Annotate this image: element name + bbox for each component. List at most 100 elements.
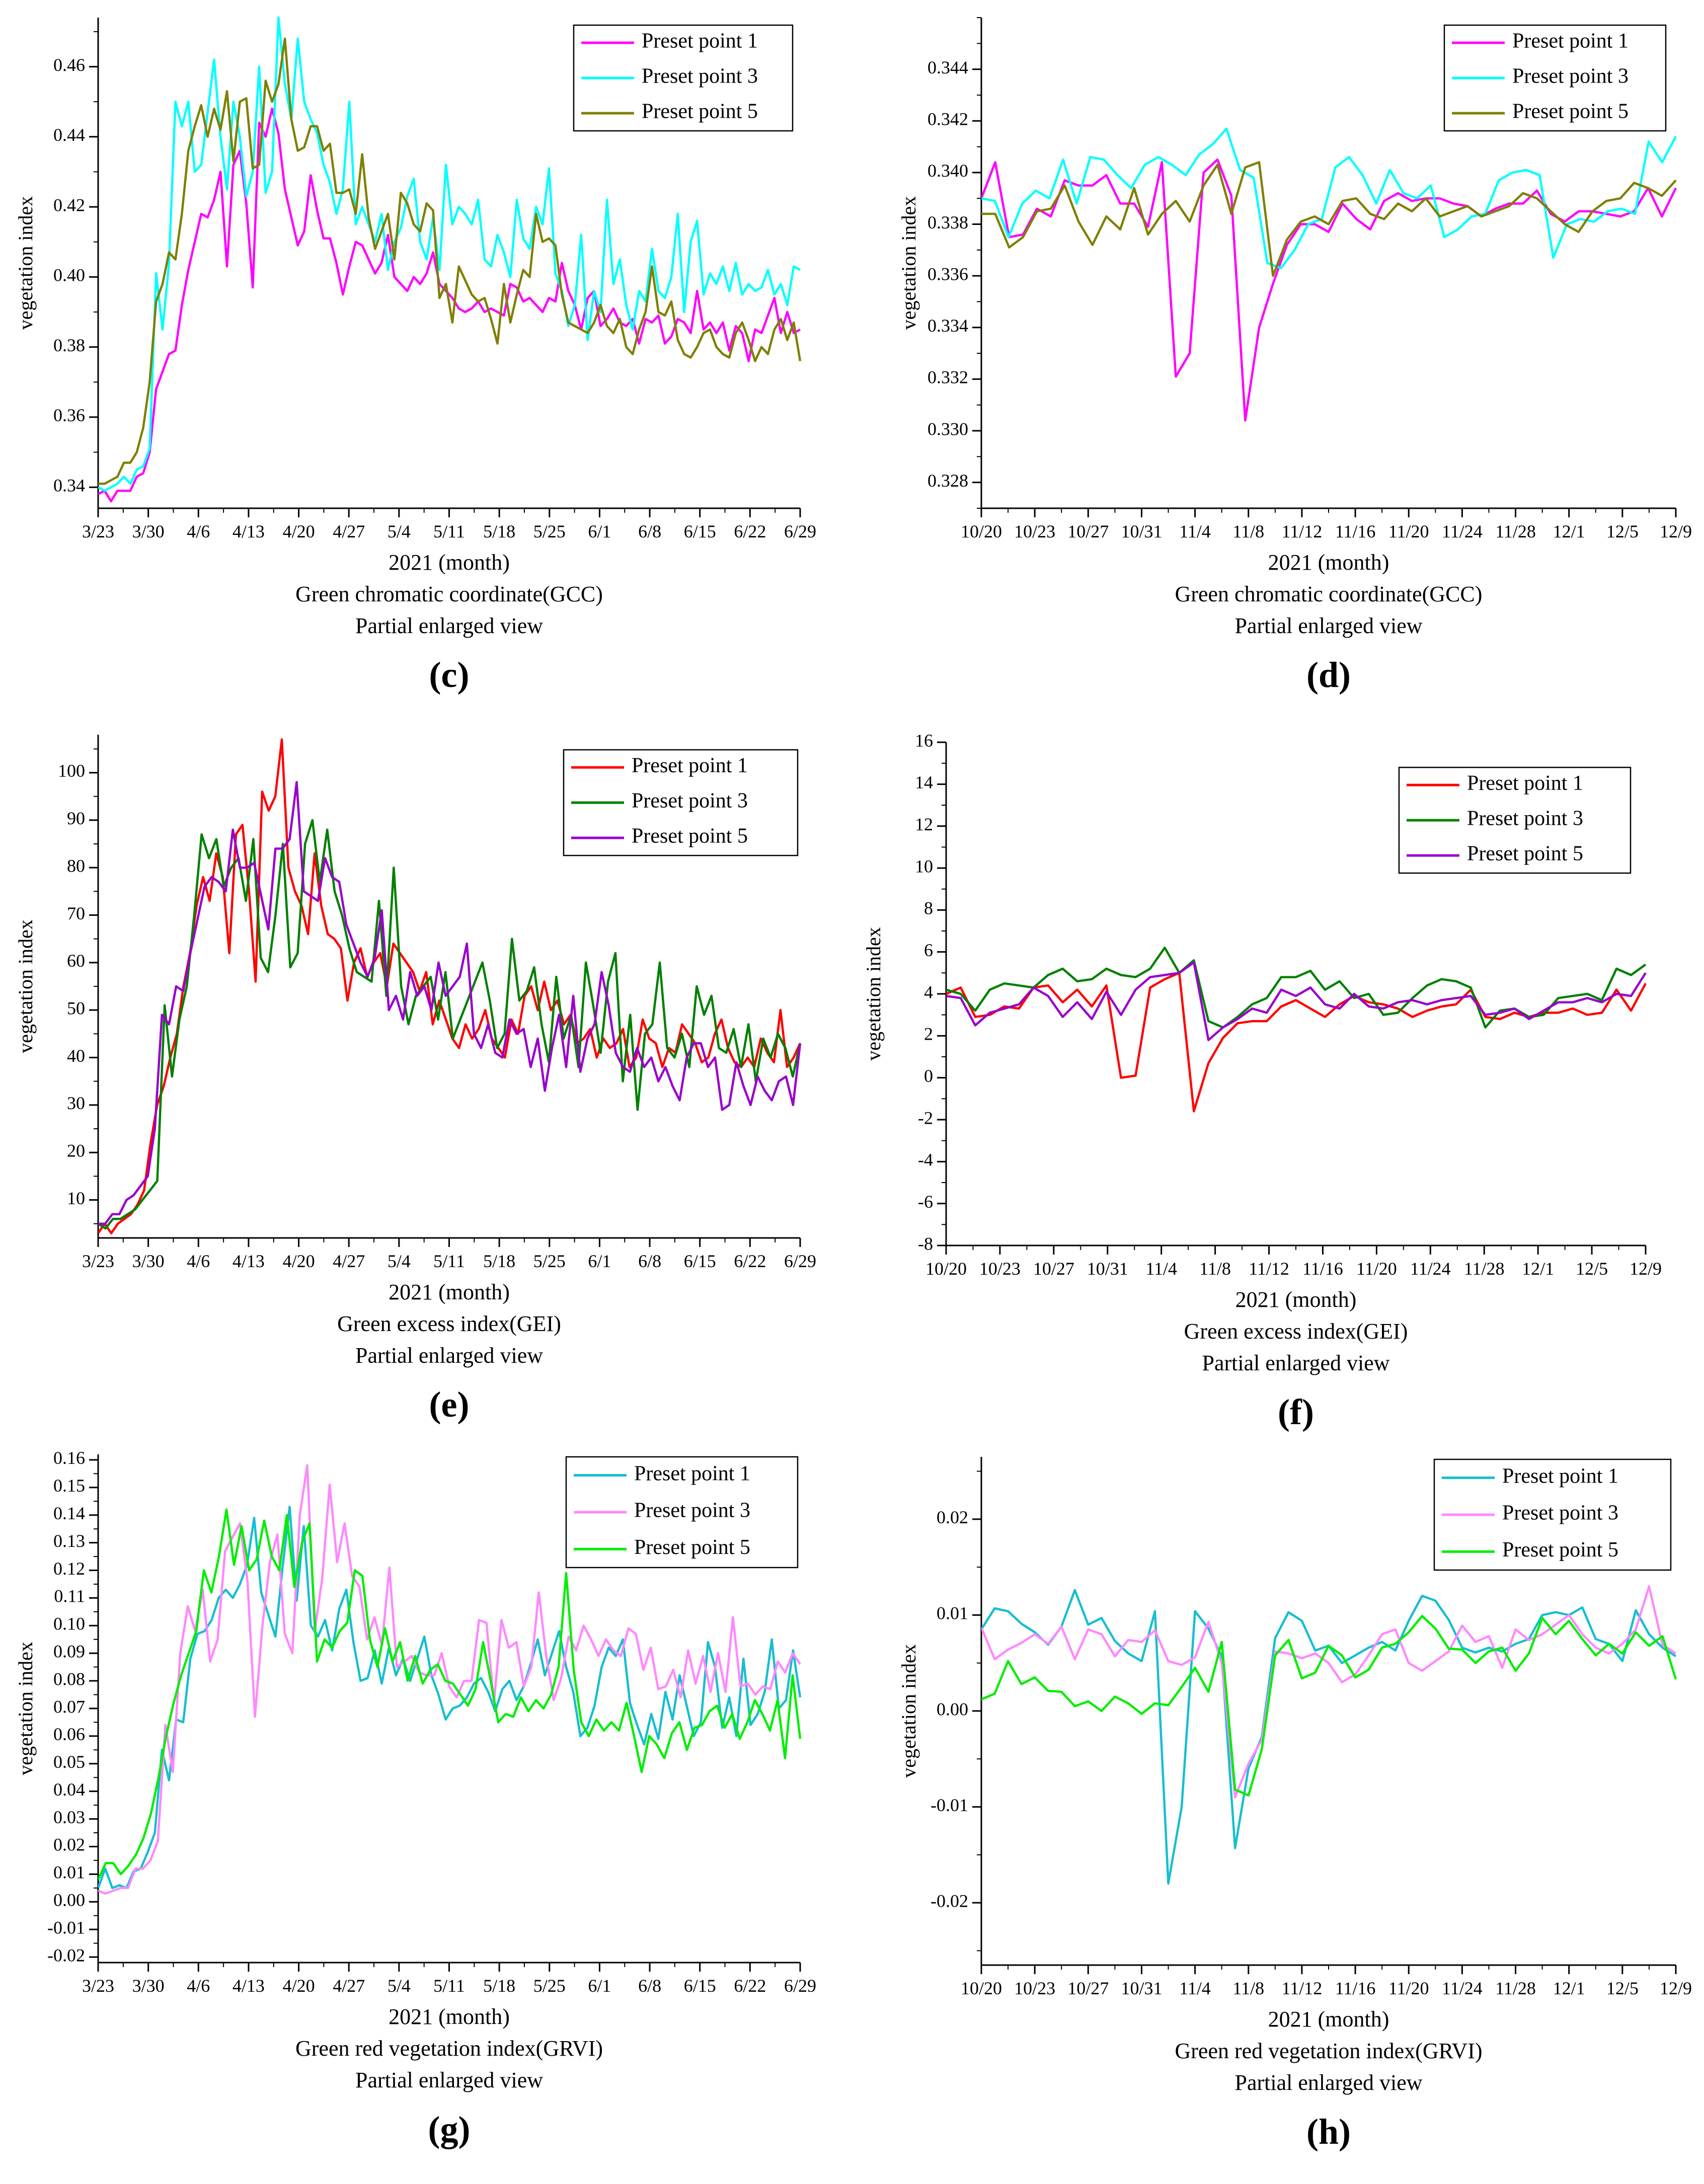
- panel-label: (h): [1306, 2112, 1351, 2152]
- x-tick-label: 5/11: [433, 1976, 465, 1996]
- y-tick-label: 12: [915, 814, 933, 834]
- y-tick-label: -2: [918, 1108, 933, 1128]
- caption-index-name: Green chromatic coordinate(GCC): [1175, 582, 1483, 606]
- y-axis-title: vegetation index: [14, 1642, 37, 1775]
- x-tick-label: 12/9: [1630, 1259, 1662, 1279]
- y-tick-label: 0.12: [53, 1558, 85, 1579]
- x-tick-label: 11/12: [1282, 1978, 1323, 1998]
- y-tick-label: 0.02: [937, 1507, 968, 1527]
- x-tick-label: 5/18: [483, 1976, 515, 1996]
- x-tick-label: 6/15: [684, 1251, 716, 1271]
- x-tick-label: 4/20: [283, 521, 315, 541]
- x-tick-label: 11/16: [1335, 521, 1376, 541]
- series-line-2: [98, 16, 801, 492]
- legend: Preset point 1 Preset point 3 Preset point…: [1443, 24, 1667, 132]
- caption-index-name: Green red vegetation index(GRVI): [295, 2036, 603, 2061]
- y-tick-label: 8: [924, 898, 933, 918]
- x-tick-label: 6/1: [588, 521, 611, 541]
- legend-label: Preset point 3: [634, 1499, 750, 1522]
- legend-label: Preset point 5: [1512, 100, 1629, 123]
- x-tick-label: 6/8: [638, 1976, 661, 1996]
- y-tick-label: 0.11: [54, 1586, 85, 1606]
- caption-view: Partial enlarged view: [1234, 613, 1422, 638]
- series-line-1: [98, 1506, 802, 1890]
- x-tick-label: 5/18: [483, 521, 515, 541]
- y-tick-label: 0.332: [927, 367, 968, 387]
- series-line-3: [98, 1508, 802, 1881]
- x-tick-label: 6/29: [784, 521, 816, 541]
- series-line-3: [981, 161, 1677, 277]
- series-line-2: [981, 127, 1677, 270]
- x-tick-label: 12/5: [1576, 1259, 1608, 1279]
- x-tick-label: 4/6: [187, 1976, 210, 1996]
- y-tick-label: 16: [915, 730, 933, 750]
- series-line-2: [98, 819, 802, 1230]
- y-tick-label: -0.01: [47, 1917, 85, 1937]
- x-tick-label: 10/31: [1087, 1259, 1128, 1279]
- x-tick-label: 11/8: [1232, 1978, 1264, 1998]
- x-tick-label: 12/5: [1606, 1978, 1639, 1998]
- legend-label: Preset point 3: [632, 790, 748, 813]
- caption-view: Partial enlarged view: [1202, 1351, 1389, 1375]
- x-tick-label: 6/8: [638, 521, 661, 541]
- x-tick-label: 5/11: [433, 521, 465, 541]
- panel-h: -0.02 -0.01 0.00 0.01 0.02 10/20 10/23 10/27 10/…: [897, 1457, 1692, 2152]
- y-tick-label: 0.00: [937, 1699, 968, 1719]
- x-axis-title: 2021 (month): [389, 550, 510, 575]
- legend: Preset point 1 Preset point 3 Preset point…: [1398, 766, 1632, 874]
- legend-label: Preset point 1: [642, 30, 758, 53]
- y-tick-label: 0.334: [927, 316, 968, 336]
- y-tick-label: 0.13: [53, 1531, 85, 1551]
- x-tick-label: 11/24: [1410, 1259, 1451, 1279]
- x-tick-label: 12/1: [1522, 1259, 1554, 1279]
- x-tick-label: 10/27: [1067, 521, 1109, 541]
- x-tick-label: 10/23: [1014, 521, 1055, 541]
- series-line-2: [946, 947, 1647, 1029]
- panel-g: -0.02 -0.01 0.00 0.01 0.02 0.03 0.04 0.05 0.06 0.…: [14, 1448, 816, 2149]
- y-tick-label: 0.330: [927, 419, 968, 439]
- x-tick-label: 5/4: [388, 521, 411, 541]
- y-tick-label: 0.344: [927, 57, 968, 77]
- x-tick-label: 11/28: [1495, 1978, 1536, 1998]
- legend-label: Preset point 1: [1512, 30, 1629, 53]
- y-tick-label: 0.01: [53, 1862, 85, 1883]
- series-line-3: [98, 781, 802, 1225]
- y-tick-label: -0.02: [931, 1891, 968, 1911]
- y-axis-title: vegetation index: [897, 1644, 920, 1777]
- x-tick-label: 3/30: [132, 1251, 165, 1271]
- x-tick-label: 12/1: [1553, 521, 1585, 541]
- x-axis-title: 2021 (month): [389, 2004, 510, 2029]
- y-tick-label: 0.10: [53, 1614, 85, 1634]
- y-tick-label: 50: [67, 998, 85, 1018]
- x-tick-label: 4/6: [187, 521, 210, 541]
- legend-label: Preset point 5: [642, 100, 758, 123]
- x-tick-label: 3/23: [82, 521, 114, 541]
- y-tick-label: 0.46: [53, 55, 85, 75]
- x-tick-label: 4/27: [333, 521, 365, 541]
- series-line-1: [946, 972, 1647, 1113]
- y-tick-label: 14: [915, 772, 933, 793]
- x-tick-label: 11/20: [1388, 521, 1429, 541]
- legend-label: Preset point 1: [1502, 1464, 1618, 1488]
- y-tick-label: 0.342: [927, 109, 968, 129]
- legend: Preset point 1 Preset point 3 Preset point…: [563, 749, 799, 856]
- x-tick-label: 6/29: [784, 1251, 816, 1271]
- y-tick-label: 2: [924, 1024, 933, 1044]
- y-tick-label: 0.03: [53, 1807, 85, 1827]
- x-tick-label: 10/20: [961, 521, 1002, 541]
- y-tick-label: -0.01: [931, 1795, 968, 1815]
- y-tick-label: 0.44: [53, 125, 85, 145]
- x-tick-label: 4/20: [283, 1251, 315, 1271]
- x-tick-label: 11/28: [1464, 1259, 1505, 1279]
- y-tick-label: 0.336: [927, 264, 968, 284]
- x-tick-label: 5/4: [388, 1976, 411, 1996]
- legend-label: Preset point 1: [1467, 772, 1583, 795]
- y-tick-label: 0.34: [53, 475, 85, 495]
- series-line-3: [981, 1615, 1677, 1797]
- x-tick-label: 11/16: [1302, 1259, 1343, 1279]
- x-tick-label: 12/1: [1553, 1978, 1585, 1998]
- y-tick-label: 0.38: [53, 335, 85, 355]
- caption-index-name: Green excess index(GEI): [1184, 1319, 1408, 1344]
- x-tick-label: 11/8: [1199, 1259, 1231, 1279]
